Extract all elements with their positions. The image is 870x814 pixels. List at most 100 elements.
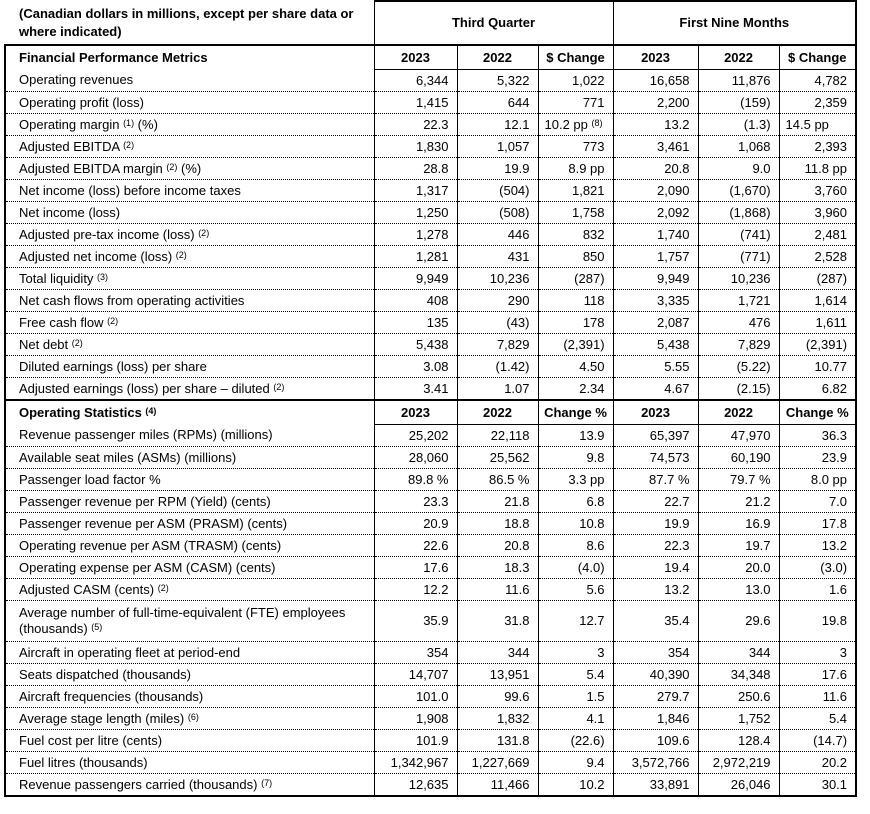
table-row: Operating expense per ASM (CASM) (cents)… (4, 556, 858, 579)
cell-value: 6.82 (778, 377, 858, 401)
cell-value: 6,344 (373, 69, 457, 92)
cell-value: 10.8 (537, 512, 614, 535)
row-label: Net debt (2) (4, 333, 374, 356)
cell-value: 771 (537, 91, 614, 114)
cell-value: 16,658 (612, 69, 699, 92)
cell-value: 23.9 (778, 446, 858, 469)
cell-value: 101.9 (373, 729, 457, 752)
table-row: Operating margin (1) (%) 22.3 12.1 10.2 pp … (4, 113, 858, 136)
cell-value: 7,829 (456, 333, 538, 356)
cell-value: 1,342,967 (373, 751, 457, 774)
row-label: Seats dispatched (thousands) (4, 663, 374, 686)
cell-value: 8.0 pp (778, 468, 858, 491)
cell-value: 1,830 (373, 135, 457, 158)
cell-value: 12.7 (537, 600, 614, 642)
row-label: Available seat miles (ASMs) (millions) (4, 446, 374, 469)
cell-value: 18.8 (456, 512, 538, 535)
cell-value: 446 (456, 223, 538, 246)
cell-value: 11.6 (456, 578, 538, 601)
footnote-superscript: (2) (166, 161, 178, 172)
cell-value: 20.9 (373, 512, 457, 535)
section-header-row: Operating Statistics (4) 2023 2022 Change %… (4, 399, 858, 425)
row-label: Aircraft in operating fleet at period-en… (4, 641, 374, 664)
cell-value: 20.2 (778, 751, 858, 774)
table-row: Net income (loss) 1,250 (508) 1,758 2,092 (1,… (4, 201, 858, 224)
row-label: Adjusted earnings (loss) per share – dil… (4, 377, 374, 401)
row-label: Adjusted EBITDA (2) (4, 135, 374, 158)
cell-value: 1,832 (456, 707, 538, 730)
table-row: Revenue passenger miles (RPMs) (millions… (4, 424, 858, 447)
table-row: Available seat miles (ASMs) (millions) 28… (4, 446, 858, 469)
cell-value: 6.8 (537, 490, 614, 513)
table-row: Aircraft frequencies (thousands) 101.0 99.… (4, 685, 858, 708)
footnote-superscript: (2) (123, 139, 135, 150)
cell-value: 8.9 pp (537, 157, 614, 180)
cell-value: 476 (697, 311, 780, 334)
cell-value: 20.8 (612, 157, 699, 180)
cell-value: 118 (537, 289, 614, 312)
cell-value: 9.0 (697, 157, 780, 180)
table-row: Seats dispatched (thousands) 14,707 13,951… (4, 663, 858, 686)
row-label: Operating margin (1) (%) (4, 113, 374, 136)
cell-value: 2,481 (778, 223, 858, 246)
cell-value: 35.4 (612, 600, 699, 642)
cell-value: 2,087 (612, 311, 699, 334)
cell-value: 11.8 pp (778, 157, 858, 180)
cell-value: 23.3 (373, 490, 457, 513)
cell-value: 3,572,766 (612, 751, 699, 774)
cell-value: 354 (373, 641, 457, 664)
table-row: Net cash flows from operating activities… (4, 289, 858, 312)
column-header: 2022 (456, 399, 538, 425)
cell-value: 3 (778, 641, 858, 664)
footnote-superscript: (1) (123, 117, 135, 128)
cell-value: 25,562 (456, 446, 538, 469)
cell-value: 850 (537, 245, 614, 268)
cell-value: 408 (373, 289, 457, 312)
cell-value: 5,322 (456, 69, 538, 92)
cell-value: 16.9 (697, 512, 780, 535)
cell-value: 13.0 (697, 578, 780, 601)
group-header-third-quarter: Third Quarter (373, 0, 614, 45)
cell-value: 11,876 (697, 69, 780, 92)
cell-value: 13.2 (612, 578, 699, 601)
cell-value: (1,868) (697, 201, 780, 224)
table-row: Operating revenue per ASM (TRASM) (cents… (4, 534, 858, 557)
cell-value: 19.9 (612, 512, 699, 535)
column-header: 2023 (373, 44, 457, 70)
cell-value: 9.8 (537, 446, 614, 469)
footnote-superscript: (2) (71, 337, 83, 348)
cell-value: 19.9 (456, 157, 538, 180)
cell-value: 5.4 (537, 663, 614, 686)
cell-value: (2,391) (537, 333, 614, 356)
cell-value: 250.6 (697, 685, 780, 708)
cell-value: (2.15) (697, 377, 780, 401)
table-row: Revenue passengers carried (thousands) (… (4, 773, 858, 797)
cell-value: 36.3 (778, 424, 858, 447)
cell-value: 1.6 (778, 578, 858, 601)
cell-value: 1.5 (537, 685, 614, 708)
cell-value: 12,635 (373, 773, 457, 797)
cell-value: 20.8 (456, 534, 538, 557)
cell-value: 12.2 (373, 578, 457, 601)
column-header: Change % (537, 399, 614, 425)
cell-value: 86.5 % (456, 468, 538, 491)
cell-value: 74,573 (612, 446, 699, 469)
cell-value: 89.8 % (373, 468, 457, 491)
cell-value: 3,335 (612, 289, 699, 312)
table-row: Fuel cost per litre (cents) 101.9 131.8 (22… (4, 729, 858, 752)
footnote-superscript: (6) (187, 711, 199, 722)
cell-value: 26,046 (697, 773, 780, 797)
cell-value: 3.41 (373, 377, 457, 401)
cell-value: 87.7 % (612, 468, 699, 491)
cell-value: 773 (537, 135, 614, 158)
cell-value: 2,359 (778, 91, 858, 114)
cell-value: 131.8 (456, 729, 538, 752)
table-row: Fuel litres (thousands) 1,342,967 1,227,66… (4, 751, 858, 774)
cell-value: 344 (697, 641, 780, 664)
cell-value: 22.3 (612, 534, 699, 557)
table-row: Average number of full-time-equivalent (… (4, 600, 858, 642)
cell-value: (1,670) (697, 179, 780, 202)
row-label: Aircraft frequencies (thousands) (4, 685, 374, 708)
cell-value: 2,393 (778, 135, 858, 158)
footnote-superscript: (5) (91, 622, 103, 632)
